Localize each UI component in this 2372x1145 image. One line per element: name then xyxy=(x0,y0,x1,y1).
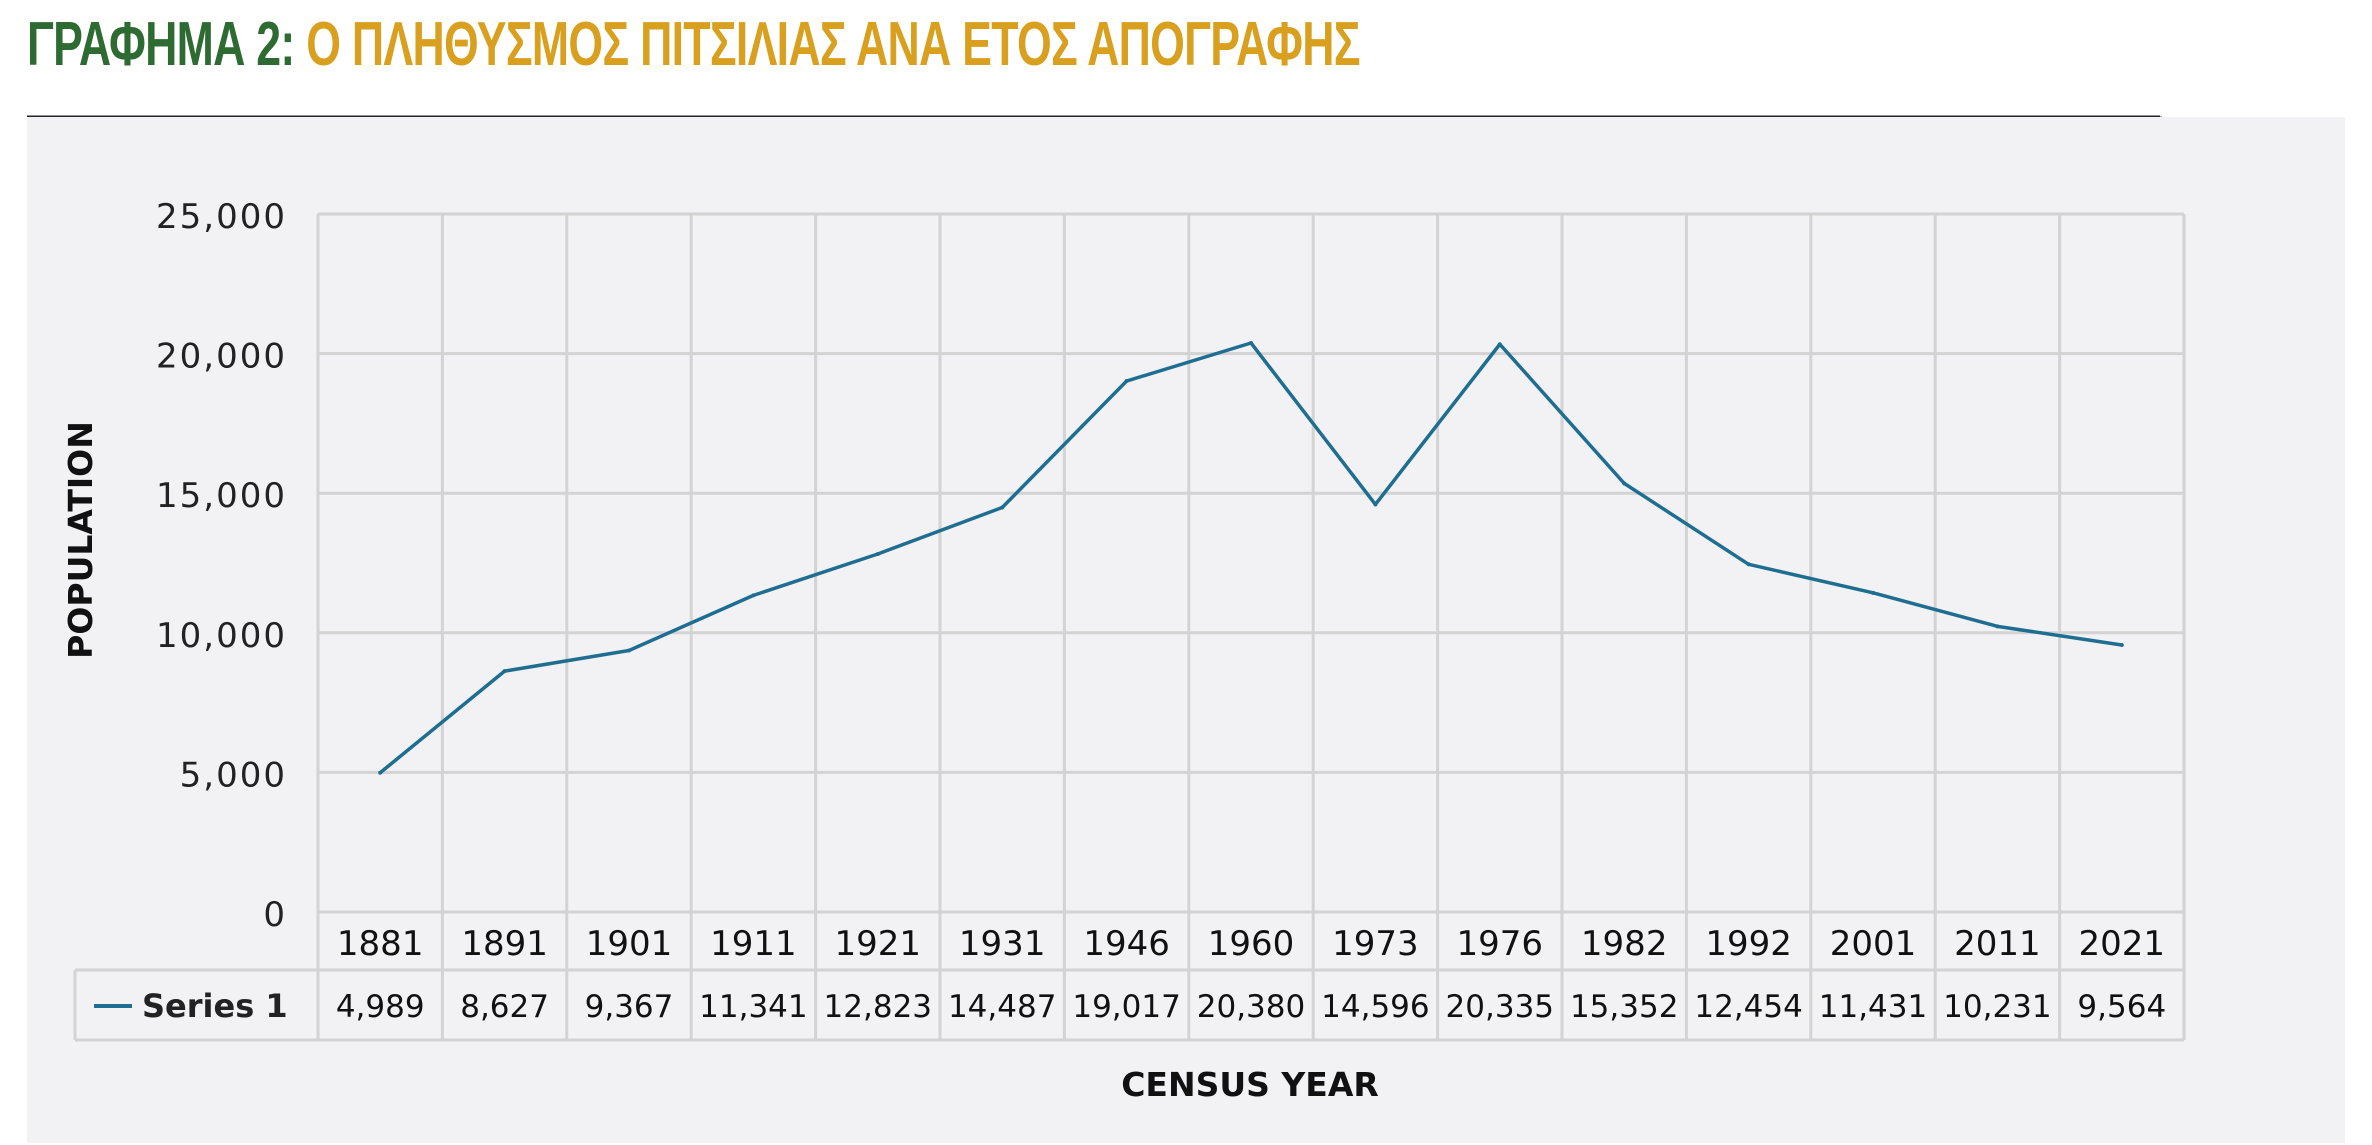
y-tick-label: 0 xyxy=(263,895,287,935)
data-table-value: 14,596 xyxy=(1321,989,1429,1025)
x-tick-label: 1992 xyxy=(1705,924,1792,964)
x-tick-label: 1931 xyxy=(959,924,1046,964)
data-table-value: 12,454 xyxy=(1694,989,1802,1025)
x-tick-label: 1901 xyxy=(586,924,673,964)
legend-series-name: Series 1 xyxy=(142,987,288,1025)
y-axis-title: POPULATION xyxy=(61,421,100,659)
data-point xyxy=(627,648,631,653)
chart-title: ΓΡΑΦΗΜΑ 2: Ο ΠΛΗΘΥΣΜΟΣ ΠΙΤΣΙΛΙΑΣ ΑΝΑ ΕΤΟ… xyxy=(27,14,1361,76)
y-tick-label: 15,000 xyxy=(156,476,287,516)
x-tick-label: 1881 xyxy=(337,924,424,964)
x-tick-label: 1946 xyxy=(1083,924,1170,964)
data-table-value: 19,017 xyxy=(1072,989,1180,1025)
x-tick-label: 1976 xyxy=(1457,924,1544,964)
data-point xyxy=(875,551,880,556)
chart-title-prefix: ΓΡΑΦΗΜΑ 2: xyxy=(27,10,295,79)
data-point xyxy=(502,669,507,674)
x-axis-title: CENSUS YEAR xyxy=(1121,1065,1379,1104)
data-point xyxy=(1249,340,1253,345)
data-table-value: 8,627 xyxy=(460,989,549,1025)
y-tick-label: 25,000 xyxy=(156,197,287,237)
data-table-value: 20,380 xyxy=(1197,989,1305,1025)
data-table-value: 20,335 xyxy=(1446,989,1554,1025)
chart-panel xyxy=(27,117,2345,1143)
data-table-value: 15,352 xyxy=(1570,989,1678,1025)
data-table-value: 14,487 xyxy=(948,989,1056,1025)
data-point xyxy=(1871,590,1875,595)
data-table-value: 11,341 xyxy=(699,989,807,1025)
data-table-value: 9,564 xyxy=(2077,989,2166,1025)
x-tick-label: 1982 xyxy=(1581,924,1668,964)
data-point xyxy=(1000,505,1005,510)
data-point xyxy=(1124,379,1129,384)
x-tick-label: 2011 xyxy=(1954,924,2041,964)
y-tick-label: 5,000 xyxy=(180,755,287,795)
series-line xyxy=(379,341,2123,775)
data-point xyxy=(2119,642,2124,647)
data-point xyxy=(1622,481,1627,486)
y-tick-label: 10,000 xyxy=(156,616,287,656)
x-tick-label: 1960 xyxy=(1208,924,1295,964)
chart-title-main: Ο ΠΛΗΘΥΣΜΟΣ ΠΙΤΣΙΛΙΑΣ ΑΝΑ ΕΤΟΣ ΑΠΟΓΡΑΦΗΣ xyxy=(306,10,1360,79)
x-tick-label: 2001 xyxy=(1830,924,1917,964)
data-point xyxy=(1497,342,1502,347)
data-point xyxy=(1373,502,1378,507)
x-tick-label: 1921 xyxy=(835,924,922,964)
data-point xyxy=(1746,562,1751,567)
data-point xyxy=(751,593,756,598)
x-tick-label: 1891 xyxy=(461,924,548,964)
data-table-value: 11,431 xyxy=(1819,989,1927,1025)
data-point xyxy=(1995,624,2000,629)
data-table-value: 9,367 xyxy=(585,989,674,1025)
x-tick-label: 2021 xyxy=(2079,924,2166,964)
y-tick-label: 20,000 xyxy=(156,337,287,377)
data-point xyxy=(378,770,383,775)
x-tick-label: 1911 xyxy=(710,924,797,964)
x-tick-label: 1973 xyxy=(1332,924,1419,964)
data-table-value: 4,989 xyxy=(336,989,425,1025)
data-table-value: 10,231 xyxy=(1943,989,2051,1025)
data-table-value: 12,823 xyxy=(824,989,932,1025)
